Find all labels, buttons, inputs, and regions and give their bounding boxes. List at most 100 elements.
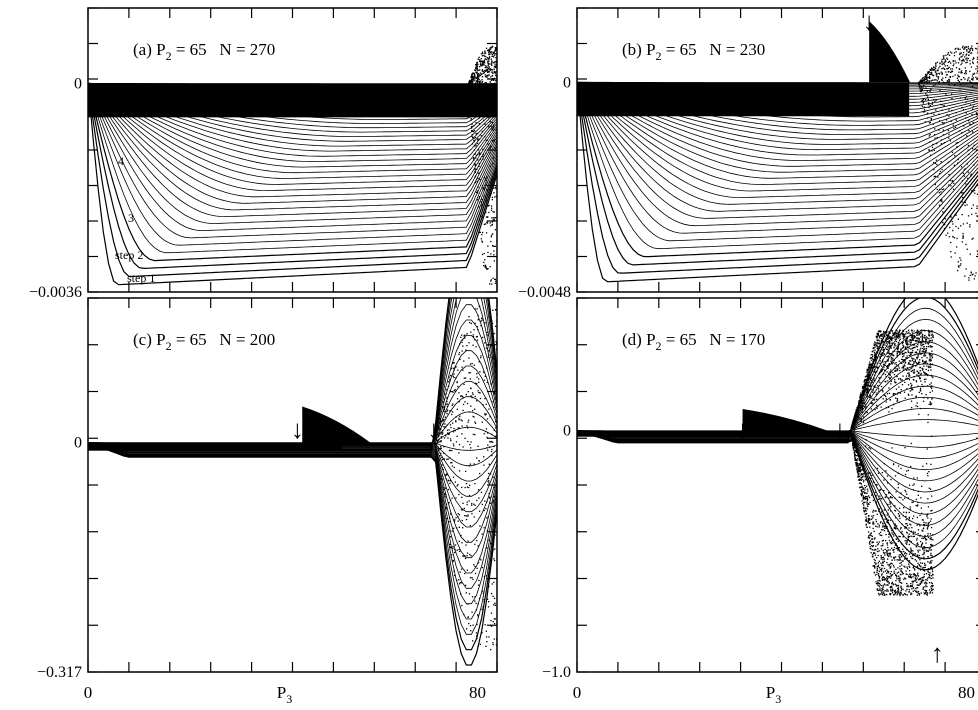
scatter-point bbox=[472, 72, 474, 74]
scatter-point bbox=[477, 69, 479, 72]
scatter-point bbox=[893, 551, 895, 553]
scatter-point bbox=[453, 466, 455, 469]
scatter-point bbox=[442, 430, 444, 432]
scatter-point bbox=[917, 337, 919, 339]
scatter-point bbox=[437, 433, 439, 435]
scatter-point bbox=[941, 61, 943, 63]
scatter-point bbox=[477, 186, 479, 188]
scatter-point bbox=[869, 448, 872, 450]
scatter-point bbox=[941, 79, 943, 81]
scatter-point bbox=[895, 574, 897, 576]
scatter-point bbox=[877, 498, 880, 500]
scatter-point bbox=[941, 79, 943, 81]
scatter-point bbox=[929, 104, 931, 107]
scatter-point bbox=[888, 340, 890, 342]
scatter-point bbox=[878, 541, 880, 543]
scatter-point bbox=[912, 334, 914, 337]
scatter-point bbox=[859, 479, 862, 481]
scatter-point bbox=[888, 555, 890, 557]
scatter-point bbox=[492, 219, 494, 221]
scatter-point bbox=[482, 111, 484, 113]
scatter-point bbox=[864, 496, 866, 499]
scatter-point bbox=[880, 556, 882, 558]
scatter-point bbox=[907, 344, 909, 346]
scatter-point bbox=[914, 361, 916, 363]
scatter-point bbox=[921, 519, 924, 521]
scatter-point bbox=[475, 346, 477, 348]
scatter-point bbox=[474, 94, 476, 96]
scatter-point bbox=[887, 482, 889, 484]
scatter-point bbox=[856, 463, 858, 465]
scatter-point bbox=[886, 551, 888, 553]
scatter-point bbox=[876, 484, 878, 486]
scatter-point bbox=[456, 527, 458, 529]
scatter-point bbox=[880, 335, 882, 337]
scatter-point bbox=[488, 67, 490, 70]
scatter-point bbox=[473, 516, 475, 518]
scatter-point bbox=[437, 463, 439, 465]
scatter-point bbox=[477, 329, 479, 331]
scatter-point bbox=[962, 51, 965, 54]
scatter-point bbox=[927, 533, 929, 535]
scatter-point bbox=[444, 487, 447, 489]
scatter-point bbox=[880, 514, 882, 516]
scatter-point bbox=[458, 579, 460, 581]
scatter-point bbox=[886, 371, 888, 373]
scatter-point bbox=[877, 472, 880, 474]
scatter-point bbox=[893, 347, 895, 349]
scatter-point bbox=[439, 424, 441, 426]
scatter-point bbox=[920, 545, 922, 547]
scatter-point bbox=[860, 407, 863, 409]
scatter-point bbox=[883, 551, 885, 554]
scatter-point bbox=[472, 100, 474, 102]
scatter-point bbox=[943, 61, 945, 63]
scatter-point bbox=[872, 511, 874, 513]
scatter-point bbox=[471, 135, 473, 137]
scatter-point bbox=[900, 497, 902, 499]
scatter-point bbox=[485, 413, 487, 415]
scatter-point bbox=[890, 556, 892, 558]
scatter-point bbox=[890, 337, 893, 339]
scatter-point bbox=[905, 515, 907, 518]
scatter-point bbox=[896, 333, 898, 335]
scatter-point bbox=[931, 509, 933, 512]
scatter-point bbox=[472, 410, 474, 412]
scatter-point bbox=[928, 342, 931, 344]
scatter-point bbox=[863, 391, 866, 393]
scatter-point bbox=[900, 348, 902, 350]
scatter-point bbox=[879, 346, 882, 348]
scatter-point bbox=[867, 531, 870, 533]
panel-title: (c) P2 = 65 N = 200 bbox=[133, 330, 275, 353]
scatter-point bbox=[475, 609, 477, 611]
scatter-point bbox=[898, 571, 900, 573]
scatter-point bbox=[900, 570, 902, 572]
scatter-point bbox=[913, 368, 915, 371]
scatter-point bbox=[452, 547, 454, 550]
scatter-point bbox=[929, 121, 931, 124]
scatter-point bbox=[481, 60, 483, 62]
scatter-point bbox=[854, 420, 857, 422]
scatter-point bbox=[862, 503, 864, 505]
scatter-point bbox=[925, 584, 927, 586]
scatter-point bbox=[438, 470, 441, 473]
scatter-point bbox=[879, 576, 881, 578]
scatter-point bbox=[948, 109, 950, 111]
scatter-point bbox=[458, 392, 460, 394]
scatter-point bbox=[447, 433, 449, 436]
scatter-point bbox=[963, 48, 965, 50]
scatter-point bbox=[875, 495, 877, 497]
scatter-point bbox=[854, 446, 856, 449]
scatter-point bbox=[907, 351, 909, 353]
scatter-point bbox=[906, 540, 908, 542]
scatter-point bbox=[858, 464, 860, 466]
scatter-point bbox=[481, 241, 484, 243]
scatter-point bbox=[479, 69, 481, 71]
scatter-point bbox=[855, 417, 857, 419]
scatter-point bbox=[889, 501, 891, 503]
scatter-point bbox=[878, 592, 880, 595]
scatter-point bbox=[965, 54, 967, 56]
scatter-point bbox=[885, 398, 887, 400]
scatter-point bbox=[948, 133, 950, 136]
scatter-point bbox=[902, 365, 904, 367]
scatter-point bbox=[471, 502, 473, 505]
